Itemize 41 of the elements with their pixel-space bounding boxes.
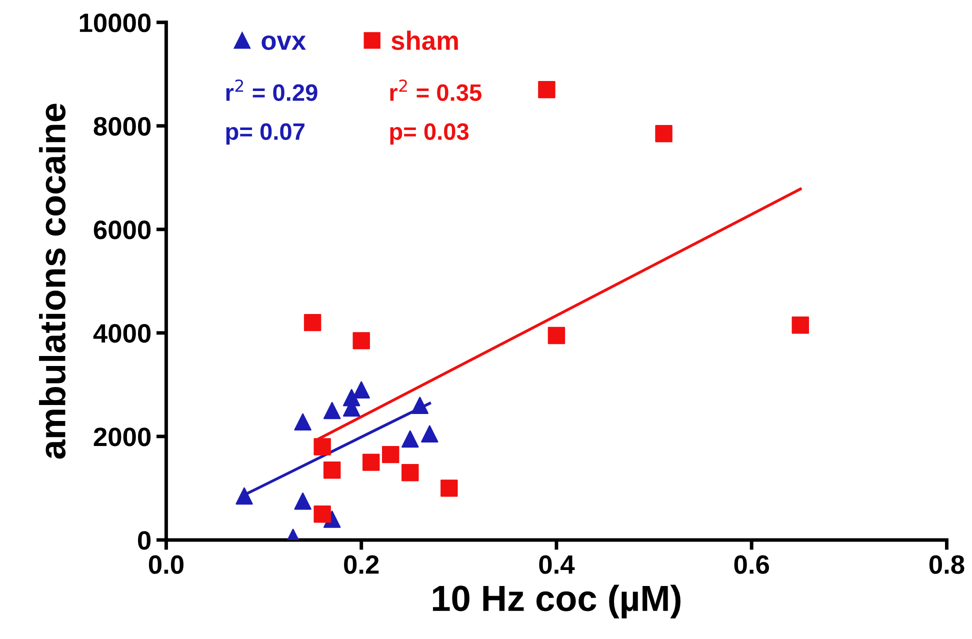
point <box>323 402 341 420</box>
point <box>440 480 458 497</box>
annotation: p= 0.07 <box>226 123 304 145</box>
point <box>323 461 341 479</box>
y-axis-title: ambulations cocaine <box>39 104 66 459</box>
point <box>538 81 556 98</box>
point <box>352 332 370 350</box>
legend-label: sham <box>391 30 458 50</box>
annotation: r$^{2}$ = 0.29 <box>226 79 318 101</box>
point <box>314 438 331 456</box>
y-tick-label: 8000 <box>94 117 151 136</box>
x-axis-title: 10 Hz coc (µM) <box>432 584 680 618</box>
point <box>236 487 253 505</box>
y-tick-label: 4000 <box>93 324 151 343</box>
x-tick-label: 0.8 <box>929 555 964 574</box>
legend-label: ovx <box>262 36 306 50</box>
point <box>655 125 672 142</box>
point <box>402 430 419 448</box>
point <box>294 413 312 431</box>
point <box>342 389 360 406</box>
point <box>792 316 809 334</box>
y-tick-label: 10000 <box>80 14 151 32</box>
point <box>421 425 438 442</box>
point <box>352 381 370 398</box>
point <box>304 314 322 332</box>
x-tick-label: 0.4 <box>539 555 575 574</box>
annotation: p= 0.03 <box>390 123 469 145</box>
x-tick-label: 0.0 <box>148 555 184 574</box>
point <box>548 326 566 344</box>
y-tick-label: 2000 <box>94 428 151 446</box>
annotation: r$^{2}$ = 0.35 <box>390 79 482 102</box>
point <box>362 454 380 471</box>
point <box>402 464 419 482</box>
x-tick-label: 0.2 <box>344 555 379 574</box>
point <box>294 492 312 510</box>
point <box>314 505 331 523</box>
point <box>411 396 428 414</box>
x-tick-label: 0.6 <box>734 555 769 574</box>
point <box>382 446 400 464</box>
y-tick-label: 0 <box>138 531 151 550</box>
y-tick-label: 6000 <box>94 220 151 240</box>
